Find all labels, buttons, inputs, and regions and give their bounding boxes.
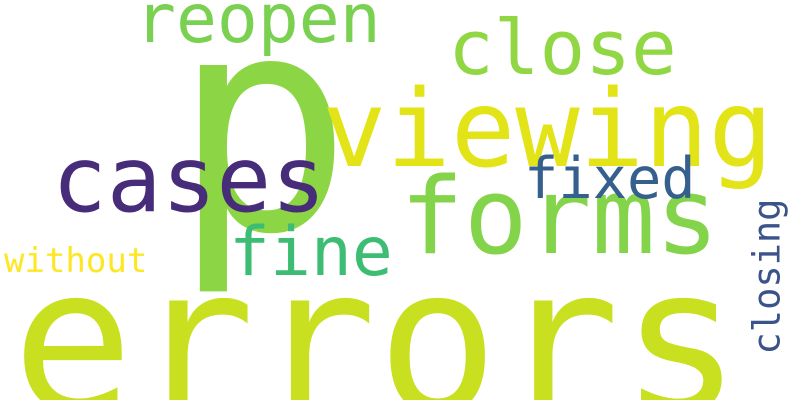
word-without: without (4, 241, 148, 281)
word-cases: vs (0, 117, 8, 186)
word-fine: fine (229, 213, 393, 292)
word-viewing: viewing (322, 68, 773, 192)
word-p: p (172, 0, 353, 300)
word-reopen: reopen (135, 0, 381, 59)
word-vs: cases (52, 128, 326, 233)
word-forms: forms (400, 155, 720, 278)
word-close: close (448, 3, 677, 92)
word-errors: errors (12, 223, 742, 400)
word-closing: closing (745, 198, 789, 355)
word-fixed: fixed (524, 146, 696, 212)
